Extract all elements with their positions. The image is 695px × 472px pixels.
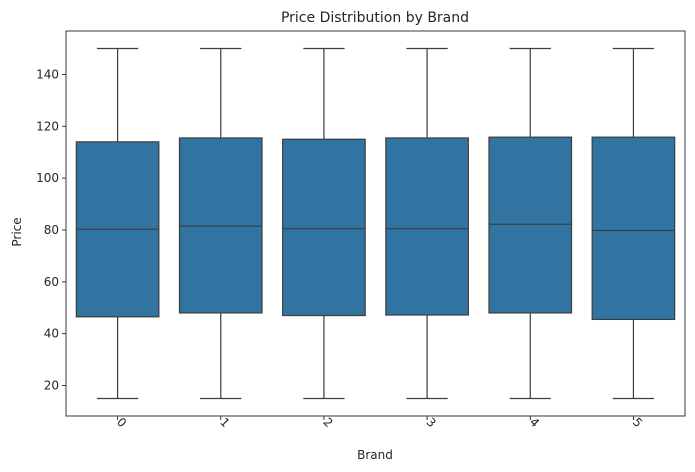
y-tick-label: 40 [44, 327, 59, 341]
x-tick-label: 4 [527, 415, 542, 430]
box-brand-1 [178, 137, 263, 314]
x-axis-label: Brand [357, 448, 393, 462]
box-brand-4 [488, 136, 573, 314]
y-axis-label: Price [10, 217, 24, 246]
plot-area: 20 40 60 80 100 120 140 0 1 2 3 4 5 [36, 30, 686, 430]
x-tick-label: 0 [114, 415, 129, 430]
box-brand-5 [591, 136, 676, 321]
y-tick-label: 120 [36, 119, 59, 133]
x-tick-label: 5 [630, 415, 645, 430]
y-tick-label: 20 [44, 379, 59, 393]
plot-frame [65, 30, 686, 417]
y-tick-label: 80 [44, 223, 59, 237]
y-tick-label: 140 [36, 67, 59, 81]
chart-title: Price Distribution by Brand [281, 10, 469, 26]
box-brand-3 [385, 137, 469, 316]
x-tick-label: 1 [217, 415, 232, 430]
y-tick-label: 60 [44, 275, 59, 289]
x-tick-label: 2 [320, 415, 335, 430]
box-brand-2 [282, 138, 366, 317]
x-tick-label: 3 [424, 415, 439, 430]
y-tick-label: 100 [36, 171, 59, 185]
